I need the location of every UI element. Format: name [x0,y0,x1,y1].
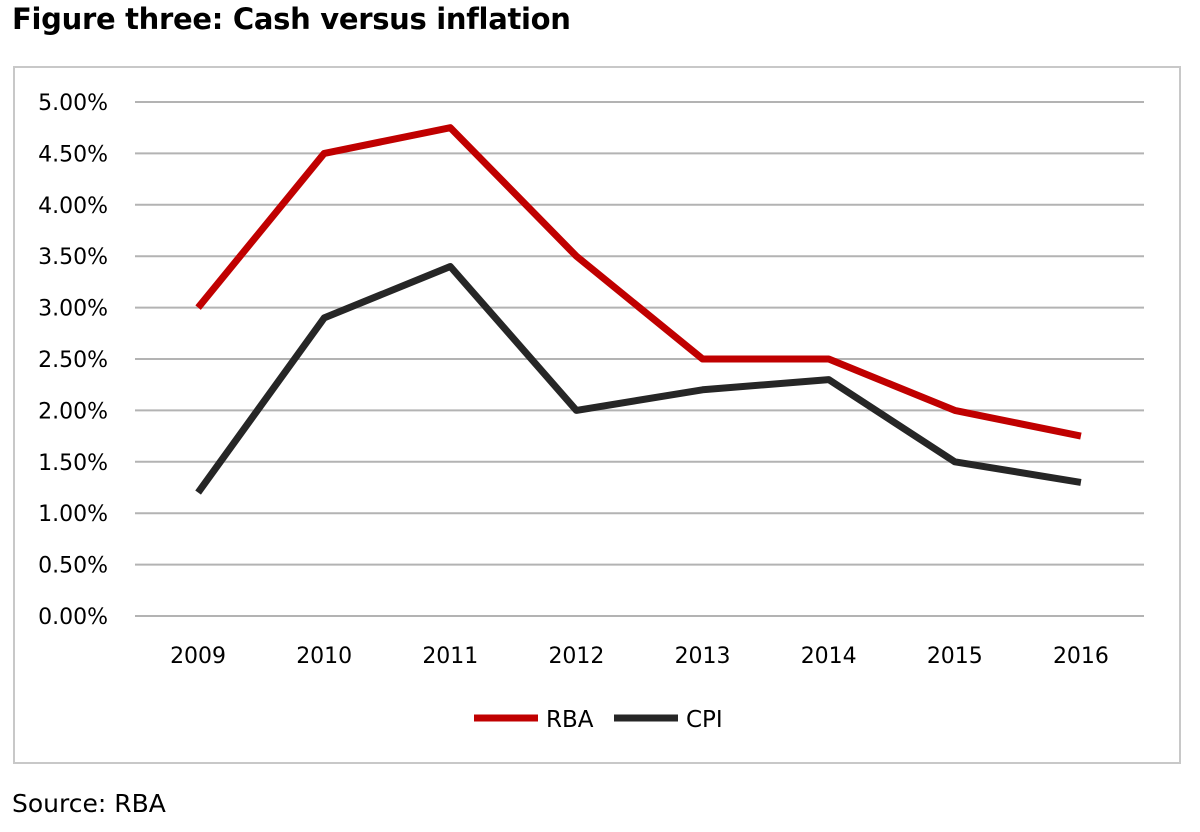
y-tick-label: 1.50% [38,451,108,476]
chart-frame [13,66,1181,764]
legend-label-cpi: CPI [686,707,723,733]
x-tick-label: 2012 [548,644,604,669]
series-lines [195,124,1082,495]
y-tick-label: 4.00% [38,194,108,219]
y-tick-label: 4.50% [38,142,108,167]
series-line-rba [195,124,1082,440]
legend-label-rba: RBA [546,707,594,733]
series-line-cpi [195,263,1082,495]
x-tick-label: 2011 [422,644,478,669]
x-tick-label: 2009 [170,644,226,669]
x-tick-label: 2016 [1053,644,1109,669]
x-tick-label: 2015 [927,644,983,669]
y-tick-label: 5.00% [38,91,108,116]
x-tick-label: 2014 [801,644,857,669]
y-tick-label: 2.00% [38,399,108,424]
gridlines [135,101,1144,617]
y-tick-label: 1.00% [38,502,108,527]
line-chart: 0.00% 0.50% 1.00% 1.50% 2.00% 2.50% 3.00% 3.50%… [38,91,1144,733]
y-tick-label: 3.00% [38,297,108,322]
y-axis-tick-labels: 0.00% 0.50% 1.00% 1.50% 2.00% 2.50% 3.00% 3.50%… [38,91,108,630]
figure-title: Figure three: Cash versus inflation [12,2,571,36]
legend: RBA CPI [474,707,723,733]
x-axis-tick-labels: 2009 2010 2011 2012 2013 2014 2015 2016 [170,644,1109,669]
y-tick-label: 0.50% [38,554,108,579]
y-tick-label: 2.50% [38,348,108,373]
y-tick-label: 3.50% [38,245,108,270]
y-tick-label: 0.00% [38,605,108,630]
x-tick-label: 2010 [296,644,352,669]
x-tick-label: 2013 [675,644,731,669]
source-note: Source: RBA [12,789,166,818]
